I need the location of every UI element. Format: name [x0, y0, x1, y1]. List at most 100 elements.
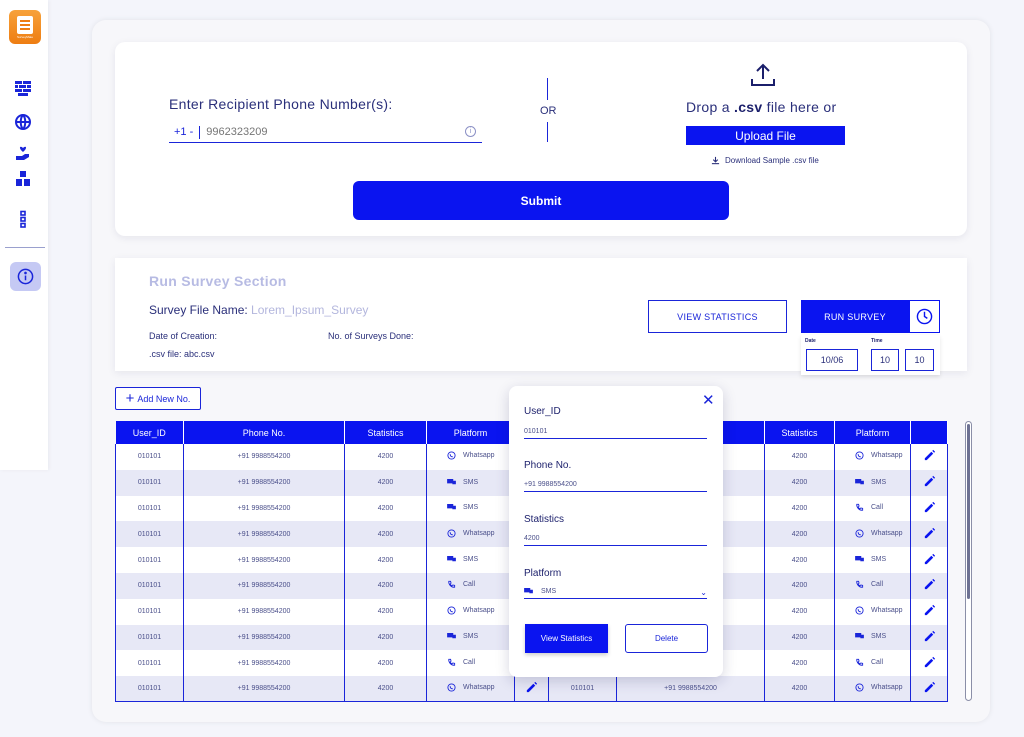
cell-platform: Whatsapp	[426, 676, 515, 702]
globe-icon[interactable]	[12, 111, 34, 133]
header-statistics-2[interactable]: Statistics	[764, 421, 835, 444]
cell-user-id: 010101	[115, 495, 184, 522]
cell-platform-2: Call	[834, 495, 911, 522]
pencil-icon[interactable]	[923, 476, 936, 490]
app-logo[interactable]: SurveyMate	[9, 10, 41, 44]
modal-platform-label: Platform	[524, 568, 562, 579]
brick-wall-icon[interactable]	[12, 77, 34, 99]
platform-content: Whatsapp	[855, 683, 903, 692]
chevron-double-down-icon: ⌄	[700, 588, 707, 597]
pencil-icon[interactable]	[923, 656, 936, 671]
whatsapp-icon	[447, 606, 456, 615]
edit-button-2[interactable]	[910, 624, 948, 651]
edit-button-2[interactable]	[910, 572, 948, 599]
edit-button-2[interactable]	[910, 547, 948, 573]
edit-button-2[interactable]	[910, 495, 948, 522]
modal-delete-button[interactable]: Delete	[625, 624, 708, 653]
more-dots-icon[interactable]	[12, 208, 34, 230]
hour-field[interactable]: 10	[871, 349, 899, 371]
pencil-icon[interactable]	[923, 605, 936, 619]
cell-user-id: 010101	[115, 624, 184, 651]
pencil-icon[interactable]	[923, 450, 936, 464]
phone-call-icon	[447, 658, 456, 667]
cell-statistics-2: 4200	[764, 521, 835, 548]
modal-view-statistics-button[interactable]: View Statistics	[525, 624, 608, 653]
platform-label: Call	[871, 658, 884, 666]
table-row[interactable]: 010101 +91 9988554200 4200 Whatsapp 010101 +9…	[115, 676, 948, 702]
table-header-row: User_ID Phone No. Statistics Platform St…	[115, 421, 948, 444]
sms-icon	[855, 555, 864, 564]
info-icon[interactable]	[10, 262, 41, 291]
logo-text: SurveyMate	[16, 34, 33, 39]
modal-statistics-label: Statistics	[524, 514, 565, 525]
cell-statistics: 4200	[344, 547, 427, 573]
platform-content: Whatsapp	[447, 451, 495, 460]
info-icon[interactable]: i	[465, 126, 476, 137]
edit-button-2[interactable]	[910, 598, 948, 625]
sms-icon	[855, 632, 864, 641]
country-code[interactable]: +1 -	[174, 126, 194, 138]
platform-content: SMS	[855, 632, 886, 641]
survey-section-title: Run Survey Section	[149, 273, 287, 289]
date-field[interactable]: 10/06	[806, 349, 858, 371]
modal-phone-field[interactable]: +91 9988554200	[524, 478, 707, 492]
table-row[interactable]: 010101 +91 9988554200 4200 SMS 4200 SMS	[115, 469, 948, 496]
upload-file-button[interactable]: Upload File	[686, 126, 845, 145]
pencil-icon[interactable]	[923, 579, 936, 593]
view-statistics-button[interactable]: VIEW STATISTICS	[648, 300, 787, 333]
run-survey-button[interactable]: RUN SURVEY	[801, 300, 909, 333]
header-platform-2[interactable]: Platform	[834, 421, 911, 444]
edit-button-2[interactable]	[910, 676, 948, 702]
whatsapp-icon	[855, 606, 864, 615]
pencil-icon[interactable]	[525, 682, 538, 696]
header-phone[interactable]: Phone No.	[183, 421, 345, 444]
header-user-id[interactable]: User_ID	[115, 421, 184, 444]
pencil-icon[interactable]	[923, 501, 936, 516]
download-sample-link[interactable]: Download Sample .csv file	[711, 156, 819, 165]
whatsapp-icon	[447, 683, 456, 692]
header-platform[interactable]: Platform	[426, 421, 515, 444]
submit-button[interactable]: Submit	[353, 181, 729, 220]
edit-button-2[interactable]	[910, 521, 948, 548]
cell-platform: SMS	[426, 469, 515, 496]
cell-user-id-2: 010101	[548, 676, 617, 702]
schedule-popover: Date Time 10/06 10 10	[801, 335, 940, 375]
cell-platform-2: SMS	[834, 624, 911, 651]
platform-content: Whatsapp	[447, 529, 495, 538]
scrollbar-thumb[interactable]	[967, 424, 970, 599]
pencil-icon[interactable]	[923, 553, 936, 568]
or-label: OR	[540, 105, 557, 117]
platform-content: SMS	[447, 478, 478, 487]
platform-content: Whatsapp	[855, 451, 903, 460]
platform-content: SMS	[447, 503, 478, 512]
modal-statistics-field[interactable]: 4200	[524, 532, 707, 546]
edit-button-2[interactable]	[910, 650, 948, 677]
sms-icon	[855, 478, 864, 487]
cell-user-id: 010101	[115, 469, 184, 496]
modal-user-id-field[interactable]: 010101	[524, 425, 707, 439]
add-new-number-button[interactable]: + Add New No.	[115, 387, 201, 410]
sidebar-divider	[5, 247, 45, 248]
edit-button-2[interactable]	[910, 469, 948, 496]
modal-platform-select[interactable]: SMS ⌄	[524, 585, 707, 599]
boxes-icon[interactable]	[12, 168, 34, 190]
cell-user-id: 010101	[115, 650, 184, 677]
platform-label: Call	[463, 581, 476, 589]
pencil-icon[interactable]	[923, 682, 936, 696]
cell-platform-2: Call	[834, 650, 911, 677]
pencil-icon[interactable]	[923, 527, 936, 542]
cell-phone: +91 9988554200	[183, 598, 345, 625]
platform-content: SMS	[855, 555, 886, 564]
cell-phone: +91 9988554200	[183, 444, 345, 470]
minute-field[interactable]: 10	[905, 349, 934, 371]
recipient-card: Enter Recipient Phone Number(s): +1 - i …	[115, 42, 967, 236]
hand-heart-icon[interactable]	[12, 142, 34, 164]
pencil-icon[interactable]	[923, 630, 936, 645]
table-scrollbar[interactable]	[965, 421, 972, 701]
phone-input[interactable]	[206, 126, 457, 138]
close-icon[interactable]: ✕	[702, 392, 715, 409]
header-statistics[interactable]: Statistics	[344, 421, 427, 444]
edit-button-2[interactable]	[910, 444, 948, 470]
edit-button[interactable]	[514, 676, 549, 702]
schedule-clock-button[interactable]	[909, 300, 940, 333]
